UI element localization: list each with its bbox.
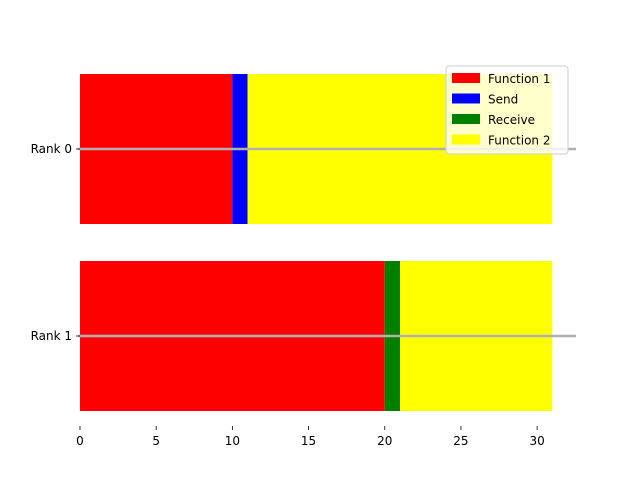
- x-tick-label-15: 15: [301, 434, 316, 448]
- legend: Function 1 Send Receive Function 2: [445, 65, 569, 155]
- legend-frame: [445, 65, 569, 155]
- legend-label-send: Send: [488, 93, 518, 107]
- legend-label-function-2: Function 2: [488, 134, 551, 148]
- legend-swatch-function-2: [452, 134, 480, 145]
- legend-swatch-function-1: [452, 73, 480, 83]
- x-axis: 0 5 10 15 20 25 30: [76, 426, 545, 448]
- legend-label-function-1: Function 1: [488, 72, 551, 86]
- x-tick-label-10: 10: [225, 434, 240, 448]
- legend-label-receive: Receive: [488, 113, 535, 127]
- y-tick-label-rank-1: Rank 1: [31, 329, 72, 343]
- y-axis: Rank 0 Rank 1: [31, 142, 80, 343]
- legend-swatch-receive: [452, 114, 480, 124]
- x-tick-label-30: 30: [530, 434, 545, 448]
- x-tick-label-5: 5: [152, 434, 160, 448]
- legend-swatch-send: [452, 93, 480, 104]
- x-tick-label-20: 20: [377, 434, 392, 448]
- y-tick-label-rank-0: Rank 0: [31, 142, 72, 156]
- x-tick-label-0: 0: [76, 434, 84, 448]
- x-tick-label-25: 25: [453, 434, 468, 448]
